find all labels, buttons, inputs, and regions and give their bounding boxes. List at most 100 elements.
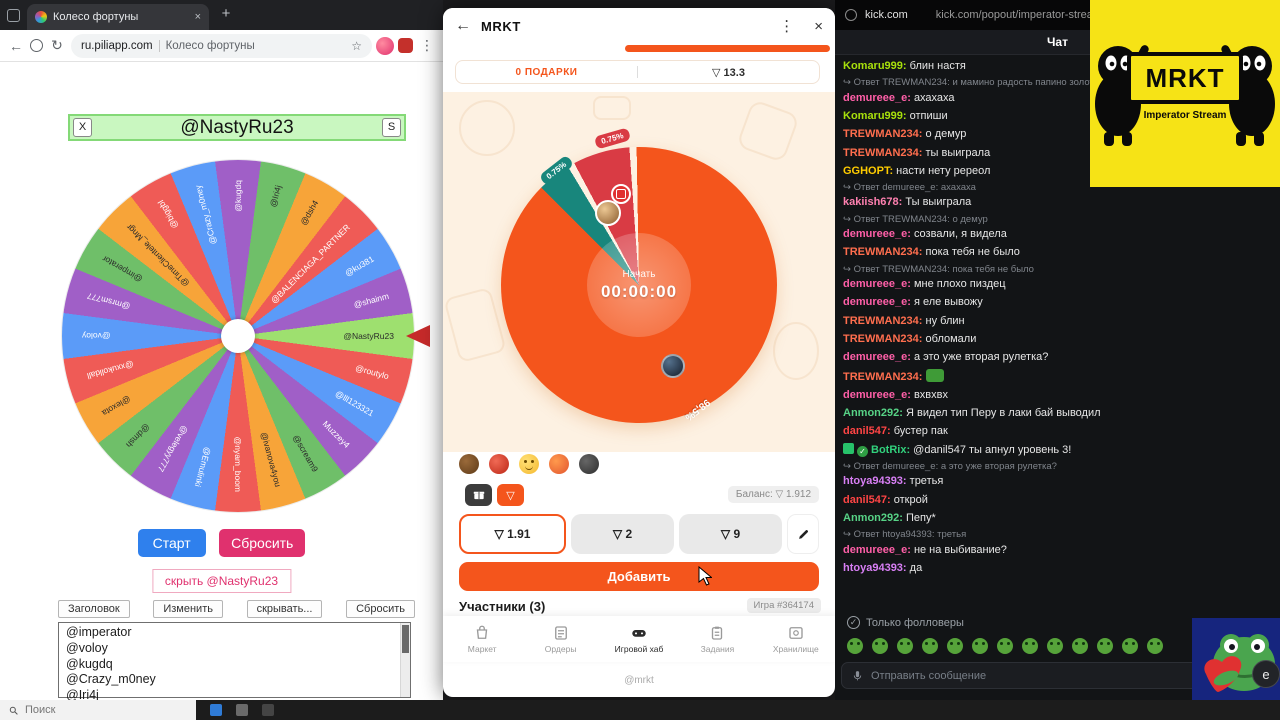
browser-tab[interactable]: Колесо фортуны × [27,4,209,30]
chat-username[interactable]: demureee_e: [843,91,914,104]
quick-emote-icon[interactable] [972,638,988,654]
wheel-control-button[interactable]: Заголовок [58,600,130,618]
winner-s-button[interactable]: S [382,118,401,137]
chat-username[interactable]: demureee_e: [843,228,914,241]
chat-username[interactable]: danil547: [843,493,894,506]
chat-username[interactable]: TREWMAN234: [843,246,926,259]
chat-username[interactable]: Komaru999: [843,109,910,122]
quick-emote-icon[interactable] [1097,638,1113,654]
taskbar-app-icon[interactable] [262,704,274,716]
chat-input-bar[interactable] [841,662,1244,689]
chat-messages[interactable]: Komaru999: блин настя ↪ Ответ TREWMAN234:… [835,57,1274,614]
mrkt-back-icon[interactable]: ← [455,17,471,34]
chat-username[interactable]: TREWMAN234: [843,128,926,141]
mrkt-menu-icon[interactable]: ⋮ [779,18,795,35]
quick-emote-icon[interactable] [1022,638,1038,654]
quick-emote-icon[interactable] [947,638,963,654]
wheel-control-button[interactable]: скрывать... [246,600,323,618]
taskbar-app-icon[interactable] [236,704,248,716]
bet-chip[interactable]: ▽ 1.91 [459,514,566,554]
bookmark-star-icon[interactable]: ☆ [351,38,362,53]
textarea-scrollbar[interactable] [400,623,410,697]
nav-market[interactable]: Маркет [443,616,521,662]
emote-picker-button[interactable]: e [1252,660,1280,688]
edit-bet-button[interactable] [787,514,819,554]
bet-chip[interactable]: ▽ 9 [679,514,782,554]
nav-game-hub[interactable]: Игровой хаб [600,616,678,662]
fire-emoji-icon[interactable] [549,454,569,474]
quick-emote-icon[interactable] [1147,638,1163,654]
chat-username[interactable]: demureee_e: [843,388,914,401]
chat-username[interactable]: TREWMAN234: [843,314,926,327]
chat-username[interactable]: GGHOPT: [843,164,897,177]
quick-emote-icon[interactable] [872,638,888,654]
address-bar[interactable]: ru.piliapp.com Колесо фортуны ☆ [71,33,372,58]
chat-username[interactable]: Anmon292: [843,511,906,524]
quick-emote-icon[interactable] [847,638,863,654]
quick-emote-icon[interactable] [897,638,913,654]
strawberry-emoji-icon[interactable] [489,454,509,474]
tab-ton[interactable]: ▽ 13.3 [712,66,745,79]
chat-username[interactable]: kakiish678: [843,196,906,209]
nav-tasks[interactable]: Задания [678,616,756,662]
chat-username[interactable]: TREWMAN234: [843,146,926,159]
chat-message-input[interactable] [871,669,1234,682]
fortune-wheel[interactable]: @NastyRu23 @routylo @lll123321 Muzzey4 @scre… [62,160,430,512]
extension-icon[interactable] [398,38,413,53]
reset-button[interactable]: Сбросить [219,529,306,557]
gamepad-emoji-icon[interactable] [579,454,599,474]
gift-mode-button[interactable] [465,484,492,506]
quick-emote-icon[interactable] [1122,638,1138,654]
scrollbar-thumb[interactable] [402,625,409,653]
roulette-pie[interactable] [501,147,777,423]
chat-username[interactable]: demureee_e: [843,278,914,291]
chat-username[interactable]: demureee_e: [843,543,914,556]
round-timer: 00:00:00 [600,281,678,301]
quick-emote-icon[interactable] [922,638,938,654]
ton-mode-button[interactable]: ▽ [497,484,524,506]
chat-username[interactable]: TREWMAN234: [843,332,926,345]
add-bet-button[interactable]: Добавить [459,562,819,591]
browser-site-info-icon[interactable] [30,39,43,52]
chat-username[interactable]: TREWMAN234: [843,370,926,383]
smiley-emoji-icon[interactable] [519,454,539,474]
wheel-control-button[interactable]: Изменить [153,600,223,618]
chat-username[interactable]: danil547: [843,425,894,438]
browser-reload-icon[interactable]: ↻ [51,37,63,53]
winner-x-button[interactable]: X [73,118,92,137]
cookie-emoji-icon[interactable] [459,454,479,474]
browser-back-icon[interactable]: ← [9,37,23,54]
tab-close-icon[interactable]: × [194,11,201,23]
quick-emote-icon[interactable] [1072,638,1088,654]
chat-username[interactable]: BotRix: [871,443,914,456]
chat-username[interactable]: Komaru999: [843,60,910,72]
mrkt-close-icon[interactable]: × [814,17,823,35]
bet-chip[interactable]: ▽ 2 [571,514,674,554]
chat-username[interactable]: demureee_e: [843,296,914,309]
names-textarea[interactable]: @imperator @voloy @kugdq @Crazy_m0ney @Iri4j [58,622,411,702]
quick-emote-icon[interactable] [1047,638,1063,654]
tab-gifts[interactable]: 0 ПОДАРКИ [515,66,578,78]
new-tab-button[interactable]: + [221,5,231,22]
tab-search-icon[interactable] [7,9,20,22]
taskbar-app-icon[interactable] [210,704,222,716]
nav-storage[interactable]: Хранилище [757,616,835,662]
food-doodle [443,286,507,364]
start-button[interactable]: Старт [137,529,206,557]
kick-url[interactable]: kick.com/popout/imperator-stream... [935,9,1112,21]
chat-reply-context: ↪ Ответ demureee_e: ахахаха [843,182,976,194]
nav-orders[interactable]: Ордеры [521,616,599,662]
taskbar-search[interactable] [0,700,196,720]
logo-subtitle: Imperator Stream [1143,110,1227,121]
chat-username[interactable]: demureee_e: [843,351,914,364]
taskbar-search-input[interactable] [25,704,188,716]
chat-username[interactable]: htoya94393: [843,561,910,574]
quick-emote-icon[interactable] [997,638,1013,654]
browser-profile-avatar[interactable] [376,36,394,55]
chat-text: ахахаха [913,91,955,104]
chat-username[interactable]: htoya94393: [843,475,910,488]
wheel-control-button[interactable]: Сбросить [346,600,415,618]
hide-winner-button[interactable]: скрыть @NastyRu23 [151,569,292,593]
chat-username[interactable]: Anmon292: [843,407,906,420]
browser-menu-icon[interactable]: ⋮ [420,37,434,53]
